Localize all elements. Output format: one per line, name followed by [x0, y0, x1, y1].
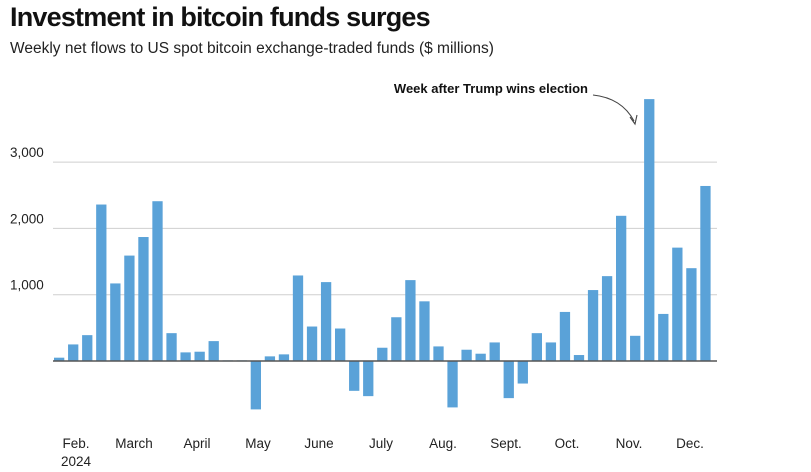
x-tick-label: Aug.	[429, 436, 457, 451]
bar-week-35	[531, 333, 542, 361]
bar-week-10	[180, 352, 191, 361]
bar-week-21	[335, 328, 346, 361]
x-tick-label: July	[369, 436, 393, 451]
bar-week-30	[461, 349, 472, 361]
bar-week-37	[559, 311, 571, 361]
bar-week-40	[601, 276, 613, 361]
bar-week-4	[96, 204, 107, 361]
bar-week-45	[672, 247, 683, 361]
bar-week-11	[194, 351, 205, 361]
bar-week-16	[264, 356, 276, 361]
bar-week-38	[573, 355, 585, 361]
bar-week-31	[475, 353, 486, 361]
x-tick-label: April	[183, 436, 210, 451]
bar-week-18	[292, 275, 304, 361]
chart-title: Investment in bitcoin funds surges	[10, 2, 431, 32]
bar-week-7	[138, 237, 149, 361]
bar-week-23	[363, 361, 374, 397]
y-tick-label: 2,000	[10, 211, 44, 226]
y-tick-label: 3,000	[10, 145, 44, 160]
x-tick-label: Oct.	[555, 436, 580, 451]
x-tick-label: Dec.	[676, 436, 704, 451]
bar-week-43	[644, 99, 655, 362]
y-tick-label: 1,000	[10, 278, 44, 293]
bar-week-39	[587, 290, 599, 361]
bar-week-19	[306, 326, 318, 361]
bar-week-22	[349, 361, 360, 391]
chart-subtitle: Weekly net flows to US spot bitcoin exch…	[10, 40, 494, 57]
bar-week-27	[419, 301, 430, 361]
annotation-arrow	[592, 94, 635, 122]
bar-week-47	[700, 185, 711, 361]
bar-week-29	[447, 361, 458, 408]
bar-week-46	[686, 268, 697, 361]
x-tick-label: June	[304, 436, 333, 451]
bar-week-2	[68, 344, 79, 361]
bar-week-26	[405, 280, 416, 361]
bar-week-42	[630, 335, 641, 361]
annotation-arrowhead	[629, 114, 638, 126]
x-year-label: 2024	[61, 454, 92, 469]
bar-week-17	[278, 354, 290, 361]
bar-week-1	[54, 357, 65, 361]
bar-week-28	[433, 346, 444, 361]
bar-week-12	[208, 341, 219, 361]
bar-week-9	[166, 333, 177, 361]
bar-week-6	[124, 255, 135, 361]
bar-week-3	[82, 335, 93, 361]
bar-week-44	[658, 313, 669, 361]
bar-week-5	[110, 283, 121, 361]
bar-week-36	[545, 342, 557, 361]
bar-week-25	[391, 317, 402, 361]
bar-week-8	[152, 201, 163, 361]
x-tick-label: May	[245, 436, 271, 451]
bar-week-20	[320, 282, 332, 361]
x-tick-label: Feb.	[62, 436, 89, 451]
bar-week-24	[377, 347, 388, 361]
x-tick-label: March	[115, 436, 153, 451]
x-tick-label: Nov.	[616, 436, 643, 451]
bar-week-15	[250, 361, 261, 410]
bar-week-41	[616, 215, 627, 361]
bar-week-33	[503, 361, 514, 399]
bar-week-32	[489, 342, 500, 361]
annotation-text: Week after Trump wins election	[394, 81, 588, 96]
x-tick-label: Sept.	[490, 436, 522, 451]
bar-week-34	[517, 361, 528, 384]
